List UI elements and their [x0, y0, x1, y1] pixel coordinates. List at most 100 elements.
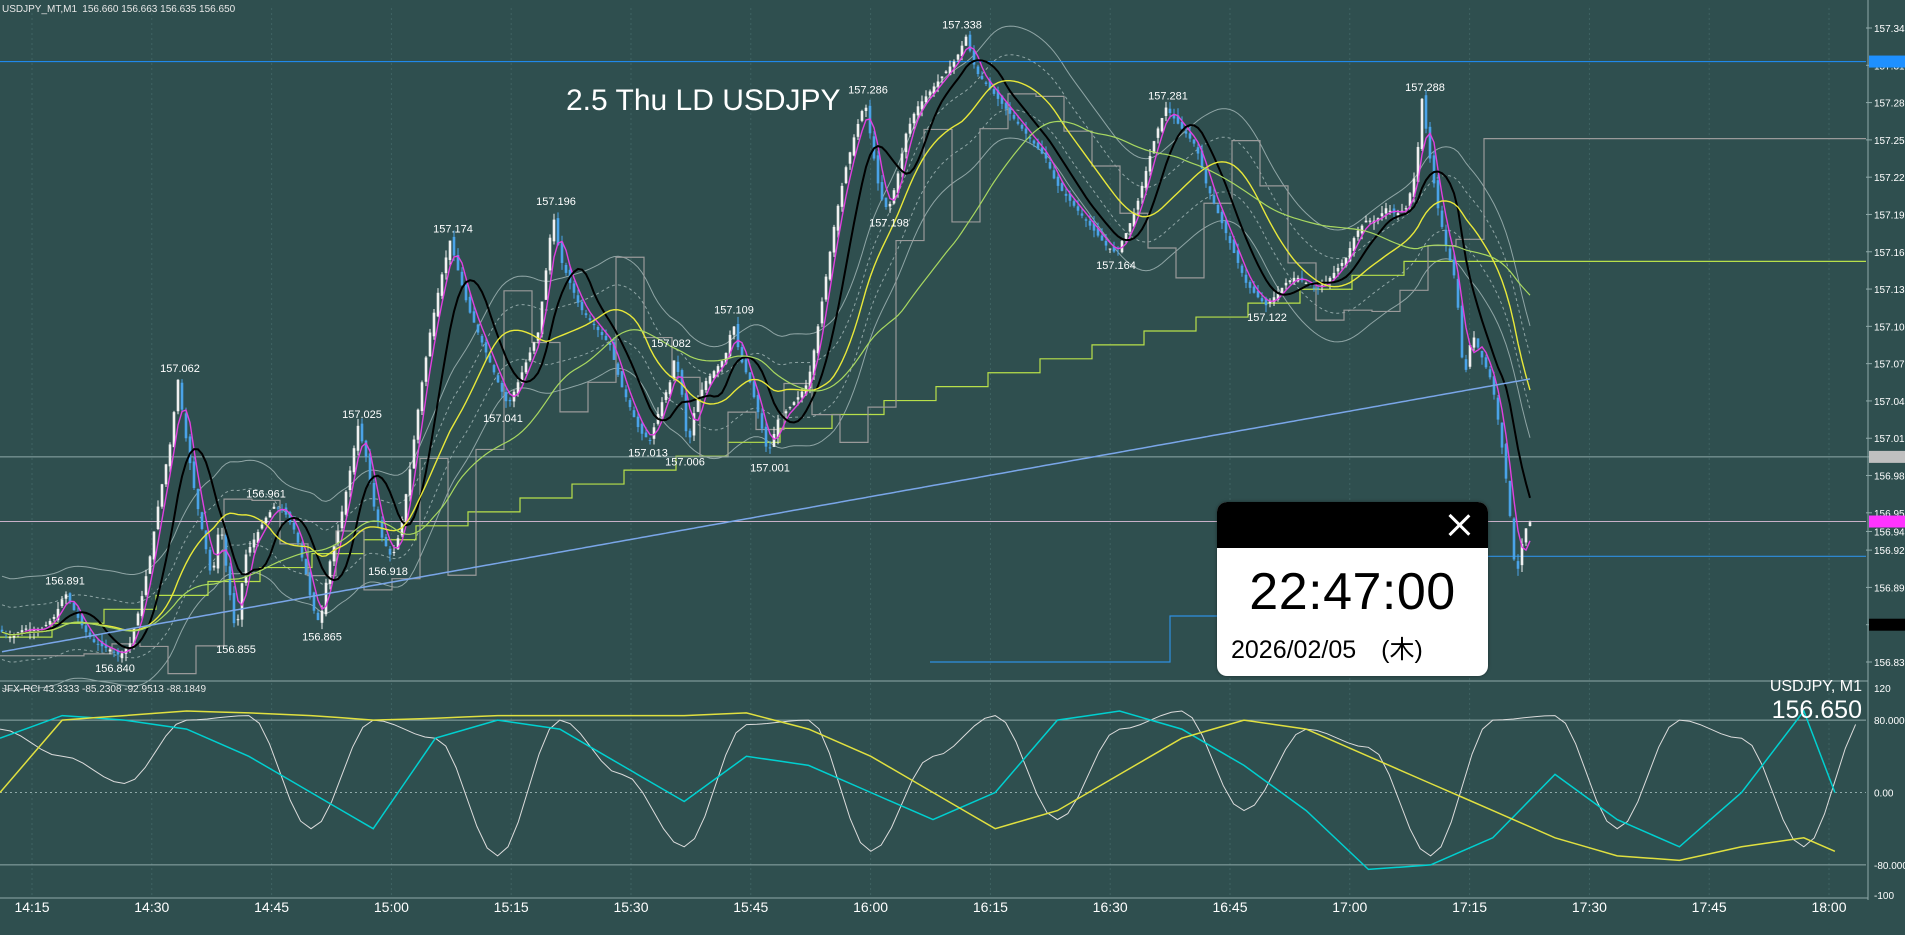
candle-body [348, 470, 352, 491]
candle-body [1428, 126, 1432, 159]
candle-body [104, 644, 108, 648]
candle-body [1092, 222, 1096, 231]
candle-body [448, 240, 452, 260]
candle-body [856, 123, 860, 137]
oscillator-series-1 [0, 709, 1836, 871]
symbol-header: USDJPY_MT,M1 156.660 156.663 156.635 156.… [2, 4, 236, 15]
candle-body [76, 610, 80, 618]
chart-title: 2.5 Thu LD USDJPY [566, 84, 841, 117]
candle-body [52, 616, 56, 619]
price-tag [1869, 618, 1905, 631]
candle-body [1228, 236, 1232, 244]
price-tag [1869, 515, 1905, 528]
candle-body [544, 270, 548, 300]
candle-body [432, 312, 436, 337]
candle-body [884, 197, 888, 208]
candle-body [956, 54, 960, 60]
price-annotation: 156.891 [45, 575, 85, 587]
candle-body [988, 80, 992, 89]
candle-body [424, 357, 428, 382]
candle-body [1356, 230, 1360, 237]
candle-body [320, 610, 324, 623]
price-tag [1869, 55, 1905, 68]
symbol-timeframe: USDJPY, M1 [1770, 678, 1862, 695]
candle-body [488, 355, 492, 363]
candle-body [208, 549, 212, 571]
candle-body [976, 66, 980, 74]
candle-body [620, 371, 624, 388]
candle-body [1280, 287, 1284, 293]
candle-body [664, 392, 668, 400]
candle-body [680, 370, 684, 395]
candle-body [972, 50, 976, 65]
candle-body [1524, 528, 1528, 543]
price-tick-label: 157.195 [1874, 210, 1905, 221]
price-tick-label: 157.225 [1874, 173, 1905, 184]
time-tick-label: 14:15 [14, 899, 49, 915]
candle-body [1072, 201, 1076, 206]
candle-body [504, 392, 508, 402]
candle-body [940, 76, 944, 79]
candle-body [416, 409, 420, 440]
candle-body [1352, 238, 1356, 251]
candle-body [176, 379, 180, 412]
price-annotation: 157.122 [1247, 312, 1287, 324]
candle-body [280, 509, 284, 511]
candle-body [388, 548, 392, 555]
candle-body [428, 332, 432, 357]
candle-body [1196, 147, 1200, 154]
candle-body [436, 292, 440, 317]
candle-body [524, 362, 528, 373]
price-annotation: 157.025 [342, 409, 382, 421]
candle-body [508, 399, 512, 402]
candles [0, 31, 1532, 663]
candle-body [552, 219, 556, 242]
candle-body [1252, 286, 1256, 293]
price-tick-label: 157.015 [1874, 434, 1905, 445]
price-tick-label: 156.895 [1874, 583, 1905, 594]
candle-body [288, 512, 292, 523]
candle-body [292, 522, 296, 530]
candle-body [216, 534, 220, 569]
candle-body [784, 411, 788, 414]
candle-body [572, 283, 576, 293]
candle-body [1068, 193, 1072, 201]
candle-body [196, 489, 200, 510]
time-tick-label: 17:30 [1572, 899, 1607, 915]
candle-body [520, 372, 524, 383]
candle-body [276, 507, 280, 509]
candle-body [188, 436, 192, 464]
candle-body [712, 371, 716, 378]
candle-body [1360, 225, 1364, 234]
price-annotation: 157.109 [714, 304, 754, 316]
candle-body [1168, 108, 1172, 114]
candle-body [624, 389, 628, 398]
candle-body [1024, 128, 1028, 134]
candle-body [676, 361, 680, 372]
candle-body [1232, 239, 1236, 254]
price-tick-label: 157.135 [1874, 285, 1905, 296]
candle-body [612, 342, 616, 360]
close-icon[interactable] [1444, 510, 1474, 540]
candle-body [1328, 277, 1332, 282]
candle-body [904, 133, 908, 153]
candle-body [1220, 211, 1224, 224]
candle-body [108, 649, 112, 652]
time-tick-label: 16:45 [1212, 899, 1247, 915]
candle-body [284, 507, 288, 515]
ma-fast [1, 46, 1531, 654]
candle-body [116, 650, 120, 655]
candle-body [984, 82, 988, 84]
candle-body [588, 318, 592, 321]
candle-body [732, 326, 736, 335]
candle-body [1084, 219, 1088, 221]
candle-body [824, 276, 828, 300]
candle-body [228, 566, 232, 596]
candle-body [1012, 114, 1016, 119]
candle-body [724, 352, 728, 364]
candle-body [1452, 259, 1456, 276]
candle-body [1008, 107, 1012, 114]
candle-body [1264, 298, 1268, 306]
candle-body [312, 592, 316, 611]
